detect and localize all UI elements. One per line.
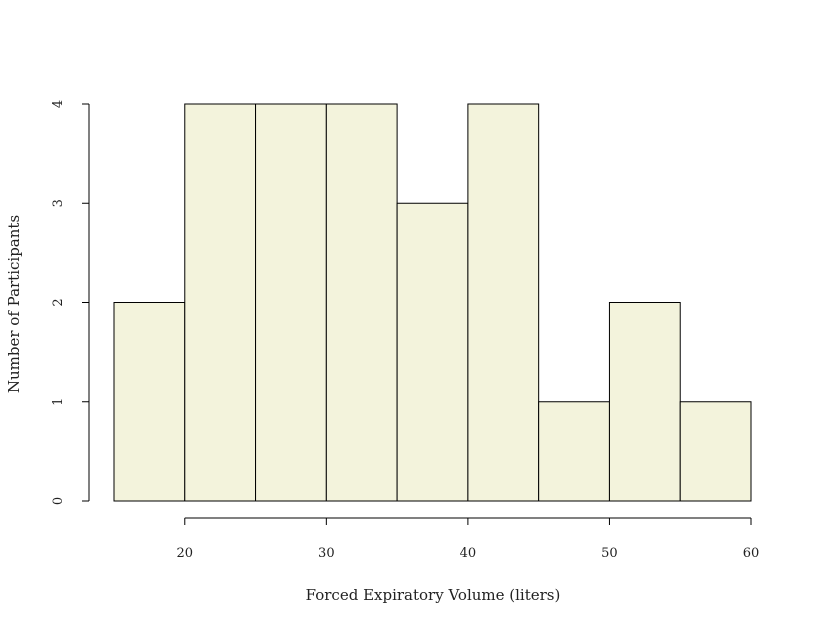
x-tick-label: 20 xyxy=(177,546,194,561)
y-axis: 0 1 2 3 4 xyxy=(51,100,90,505)
x-tick-label: 30 xyxy=(318,546,335,561)
x-tick-label: 50 xyxy=(601,546,618,561)
y-tick-label: 4 xyxy=(51,100,66,108)
histogram-bar xyxy=(184,103,257,502)
histogram-bar xyxy=(608,302,681,502)
histogram-bar xyxy=(538,401,610,502)
histogram-bar xyxy=(255,103,327,502)
histogram-bar xyxy=(467,103,540,502)
x-tick-label: 40 xyxy=(460,546,477,561)
y-tick-label: 2 xyxy=(51,298,66,306)
histogram-bar xyxy=(325,103,398,502)
x-tick-label: 60 xyxy=(743,546,760,561)
x-axis: 20 30 40 50 60 xyxy=(177,517,760,561)
histogram-bar xyxy=(113,302,186,502)
histogram-bar xyxy=(396,202,469,502)
y-tick-label: 3 xyxy=(51,199,66,207)
x-axis-label: Forced Expiratory Volume (liters) xyxy=(306,586,561,604)
histogram-bars xyxy=(113,103,752,502)
y-tick-label: 1 xyxy=(51,398,66,406)
histogram-bar xyxy=(679,401,752,502)
y-tick-label: 0 xyxy=(51,497,66,505)
y-axis-label: Number of Participants xyxy=(5,215,23,393)
